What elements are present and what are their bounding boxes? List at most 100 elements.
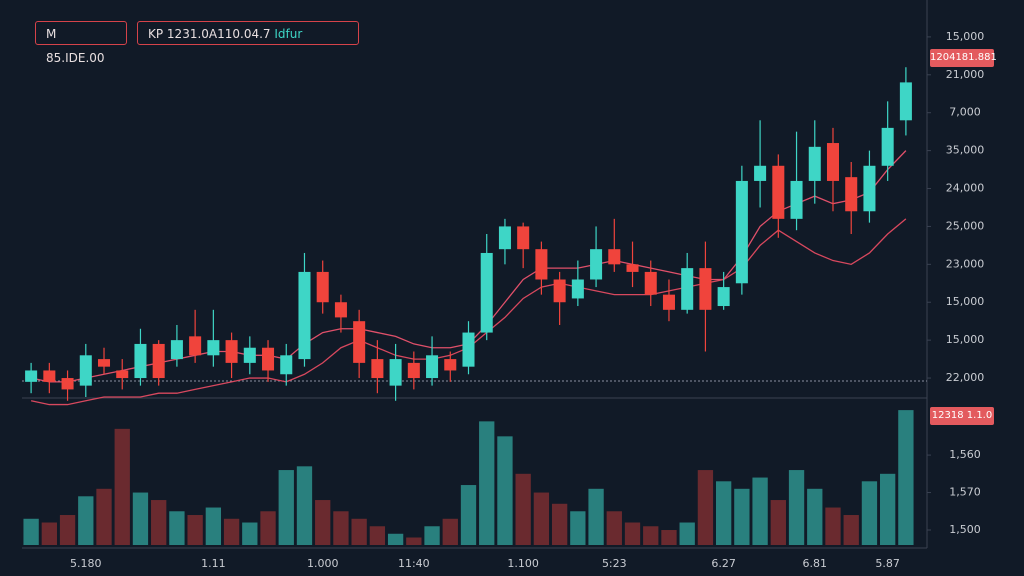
x-tick-label: 5.180 [70,557,102,570]
volume-bar [59,515,76,545]
candle-body [644,271,657,295]
x-tick-label: 1.100 [507,557,539,570]
volume-bar [132,492,149,545]
candle-body [772,165,785,219]
candle-body [899,82,912,121]
candle-body [25,370,38,382]
volume-bar [369,526,386,545]
candle-body [116,370,129,379]
volume-bar [788,470,805,545]
volume-bar [333,511,349,545]
volume-bar [151,500,167,545]
candle-body [535,249,548,280]
volume-bar [880,473,896,545]
volume-bar [497,436,513,545]
y-tick-label: 25,000 [946,219,985,232]
candle-body [826,143,840,181]
candle-body [207,340,220,356]
candle-body [225,340,238,363]
candle-body [517,226,530,250]
candle-body [553,279,566,303]
volume-tick-label: 1,560 [949,448,981,461]
volume-bar [807,488,823,545]
volume-bar [242,522,258,545]
volume-bar [825,507,841,545]
volume-bar [843,515,859,545]
x-tick-label: 6.27 [711,557,736,570]
volume-bar [715,481,732,545]
volume-bar [187,515,203,545]
volume-bar [643,526,659,545]
volume-bar [752,477,768,545]
symbol-box[interactable]: M 85.IDE.00 [35,21,127,65]
candle-body [608,249,621,265]
candle-body [43,370,56,382]
candle-body [571,279,584,299]
candle-body [262,347,275,371]
mode-text: Idfur [274,27,303,41]
volume-bar [315,500,331,545]
candle-body [79,355,92,386]
candle-body [626,264,639,272]
volume-bar [442,518,458,545]
candle-body [735,180,748,284]
volume-bar [351,518,367,545]
volume-bar [169,511,185,545]
candle-body [152,343,165,379]
candle-body [480,252,493,333]
volume-tick-label: 1,570 [949,486,981,499]
y-tick-label: 21,000 [946,68,985,81]
candle-body [717,287,730,307]
y-tick-label: 7,000 [949,106,981,119]
volume-bar [205,507,222,545]
candle-body [371,359,384,379]
y-tick-label: 15,000 [946,295,985,308]
candle-body [426,355,439,379]
volume-bar [770,500,786,545]
y-tick-label: 35,000 [946,144,985,157]
volume-bar [114,428,130,545]
volume-bar [606,511,622,545]
candle-body [845,177,858,212]
y-tick-label: 15,000 [946,333,985,346]
volume-bar [296,466,313,545]
volume-bar [387,533,404,545]
candle-body [699,268,712,310]
y-tick-label: 23,000 [946,257,985,270]
volume-bar [278,470,294,545]
candle-body [790,180,803,219]
candle-body [353,321,366,363]
volume-bar [78,496,94,545]
volume-bar [551,503,568,545]
volume-bar [624,522,641,545]
candle-body [298,271,311,360]
candle-body [170,340,183,360]
volume-tag: 12318 1.1.0 [930,407,994,425]
volume-bar [223,518,240,545]
volume-bar [898,410,914,545]
y-tick-label: 15,000 [946,30,985,43]
candle-body [881,127,894,166]
volume-bar [588,488,604,545]
x-tick-label: 1.000 [307,557,339,570]
candle-body [754,165,767,181]
volume-bar [661,530,677,545]
volume-bar [23,518,39,545]
candle-body [590,249,603,280]
volume-bar [424,526,440,545]
x-tick-label: 1.11 [201,557,226,570]
volume-bar [260,511,276,545]
candle-body [61,378,74,390]
candle-body [863,165,876,212]
info-box[interactable]: KP 1231.0A110.04.7 Idfur [137,21,359,45]
candle-body [243,347,256,363]
candle-body [662,294,675,310]
volume-bar [96,488,112,545]
candle-body [681,268,694,310]
candle-body [134,343,147,379]
volume-bar [41,522,57,545]
candle-body [462,332,475,367]
x-tick-label: 5.87 [875,557,900,570]
